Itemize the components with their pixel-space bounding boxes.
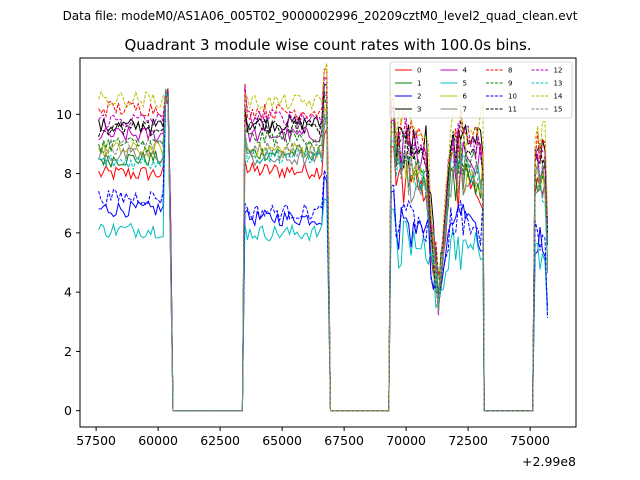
y-axis: 0 2 4 6 8 10	[56, 107, 80, 418]
legend-label-5: 5	[463, 80, 467, 88]
x-tick-label: 75000	[510, 433, 550, 448]
legend-label-8: 8	[508, 67, 512, 75]
legend-label-1: 1	[417, 80, 421, 88]
chart-title: Quadrant 3 module wise count rates with …	[124, 36, 531, 54]
y-tick-label: 8	[64, 166, 72, 181]
series-line-11	[98, 90, 548, 412]
x-axis: 57500 60000 62500 65000 67500 70000 72500 75000	[76, 427, 550, 448]
legend-label-0: 0	[417, 67, 421, 75]
series-line-5	[98, 90, 548, 412]
legend-label-9: 9	[508, 80, 512, 88]
series-line-10	[98, 102, 548, 412]
y-tick-label: 0	[64, 403, 72, 418]
x-offset-label: +2.99e8	[522, 454, 576, 469]
legend-label-13: 13	[554, 80, 563, 88]
legend-label-7: 7	[463, 106, 467, 114]
legend-label-15: 15	[554, 106, 563, 114]
x-tick-label: 72500	[448, 433, 488, 448]
legend-label-2: 2	[417, 93, 421, 101]
legend-label-6: 6	[463, 93, 468, 101]
x-tick-label: 70000	[386, 433, 426, 448]
legend-label-3: 3	[417, 106, 421, 114]
axes-frame	[79, 57, 577, 428]
y-tick-label: 10	[56, 107, 72, 122]
legend-label-10: 10	[508, 93, 517, 101]
x-tick-label: 60000	[138, 433, 178, 448]
series-line-12	[98, 75, 548, 412]
y-tick-label: 2	[64, 344, 72, 359]
series-line-9	[98, 91, 548, 412]
x-tick-label: 67500	[324, 433, 364, 448]
legend-label-11: 11	[508, 106, 517, 114]
x-tick-label: 62500	[200, 433, 240, 448]
y-tick-label: 6	[64, 225, 72, 240]
x-tick-label: 65000	[262, 433, 302, 448]
series-line-8	[98, 68, 548, 412]
chart-suptitle: Data file: modeM0/AS1A06_005T02_90000029…	[63, 9, 578, 23]
legend-label-14: 14	[554, 93, 563, 101]
x-tick-label: 57500	[76, 433, 116, 448]
y-tick-label: 4	[64, 285, 72, 300]
legend-label-4: 4	[463, 67, 468, 75]
series-line-15	[98, 94, 548, 412]
series-line-13	[98, 89, 548, 412]
series-layer	[98, 62, 548, 412]
legend-box	[389, 61, 573, 119]
legend-label-12: 12	[554, 67, 563, 75]
